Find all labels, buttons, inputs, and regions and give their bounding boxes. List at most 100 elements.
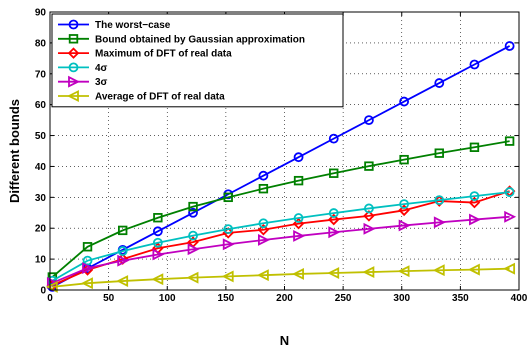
data-point [327, 213, 340, 226]
x-tick-label: 150 [218, 293, 235, 304]
data-point [187, 243, 200, 256]
data-point [434, 148, 444, 158]
data-point [399, 199, 409, 210]
data-point [82, 262, 95, 275]
legend-marker [66, 90, 79, 102]
data-point [399, 154, 409, 165]
data-point [328, 226, 341, 239]
data-point [258, 183, 269, 194]
x-tick-label: 350 [452, 293, 469, 304]
data-point [364, 115, 374, 126]
data-point [258, 218, 269, 229]
data-point [222, 238, 235, 251]
data-point [221, 270, 234, 283]
series-group [45, 41, 517, 293]
data-point [467, 263, 480, 276]
data-point [328, 208, 339, 218]
data-point [186, 271, 199, 284]
data-point [328, 133, 339, 144]
legend-item-2: Maximum of DFT of real data [58, 47, 232, 60]
data-point [257, 223, 270, 236]
x-axis-title: N [280, 333, 289, 348]
series-line [51, 140, 510, 278]
legend-label: The worst−case [95, 20, 171, 31]
data-point [364, 203, 374, 214]
data-point [362, 266, 375, 279]
data-point [256, 269, 269, 282]
data-point [152, 226, 163, 237]
x-tick-label: 0 [47, 293, 53, 304]
data-point [81, 277, 93, 290]
series-1 [47, 136, 515, 282]
data-point [152, 237, 163, 248]
data-point [504, 136, 515, 146]
legend-item-3: 4σ [58, 62, 108, 74]
data-point [433, 216, 446, 229]
data-point [153, 213, 163, 223]
y-tick-label: 90 [35, 8, 47, 19]
y-tick-label: 80 [35, 38, 47, 49]
data-point [434, 195, 445, 206]
data-point [188, 207, 198, 218]
y-tick-label: 30 [35, 193, 47, 204]
legend-item-1: Bound obtained by Gaussian approximation [58, 34, 305, 45]
data-point [151, 273, 164, 286]
legend: The worst−case Bound obtained by Gaussian… [51, 13, 344, 108]
data-point [469, 213, 481, 226]
legend-item-0: The worst−case [58, 19, 171, 31]
data-point [258, 170, 269, 181]
x-tick-label: 400 [511, 293, 528, 304]
legend-label: 3σ [95, 77, 108, 88]
data-point [82, 242, 93, 252]
data-point [117, 246, 128, 256]
data-point [223, 192, 233, 203]
data-point [117, 225, 128, 236]
data-point [188, 230, 198, 241]
data-point [503, 262, 516, 275]
data-point [504, 41, 515, 51]
data-point [397, 265, 410, 278]
y-tick-label: 0 [40, 286, 46, 297]
data-point [399, 96, 409, 107]
data-point [293, 213, 304, 223]
series-line [51, 45, 511, 288]
x-tick-label: 250 [335, 293, 352, 304]
data-point [117, 254, 130, 267]
legend-marker [68, 19, 79, 30]
legend-marker [68, 34, 79, 44]
legend-label: 4σ [95, 63, 108, 74]
series-line [51, 191, 510, 282]
data-point [469, 191, 480, 201]
data-point [82, 255, 93, 266]
x-tick-label: 300 [393, 293, 410, 304]
y-tick-label: 40 [35, 162, 47, 173]
data-point [364, 161, 374, 171]
y-tick-label: 60 [35, 100, 47, 111]
y-axis-title: Different bounds [7, 99, 22, 203]
x-tick-label: 50 [103, 293, 115, 304]
data-point [469, 59, 480, 70]
legend-item-5: Average of DFT of real data [58, 90, 225, 103]
legend-marker [68, 62, 79, 73]
legend-label: Maximum of DFT of real data [95, 49, 232, 60]
legend-marker [68, 75, 81, 88]
data-point [152, 248, 165, 261]
legend-label: Average of DFT of real data [95, 92, 225, 103]
y-tick-label: 10 [35, 255, 47, 266]
data-point [257, 234, 270, 246]
data-point [504, 210, 517, 223]
data-point [363, 222, 376, 235]
data-point [293, 152, 304, 163]
data-point [469, 142, 480, 152]
series-5 [45, 262, 516, 293]
data-point [504, 187, 515, 197]
data-point [116, 275, 129, 287]
data-point [327, 267, 340, 279]
data-point [468, 196, 481, 209]
legend-label: Bound obtained by Gaussian approximation [95, 34, 305, 45]
data-point [329, 168, 339, 178]
series-3 [47, 187, 515, 286]
data-point [292, 217, 305, 230]
data-point [293, 175, 304, 186]
data-point [432, 264, 445, 277]
